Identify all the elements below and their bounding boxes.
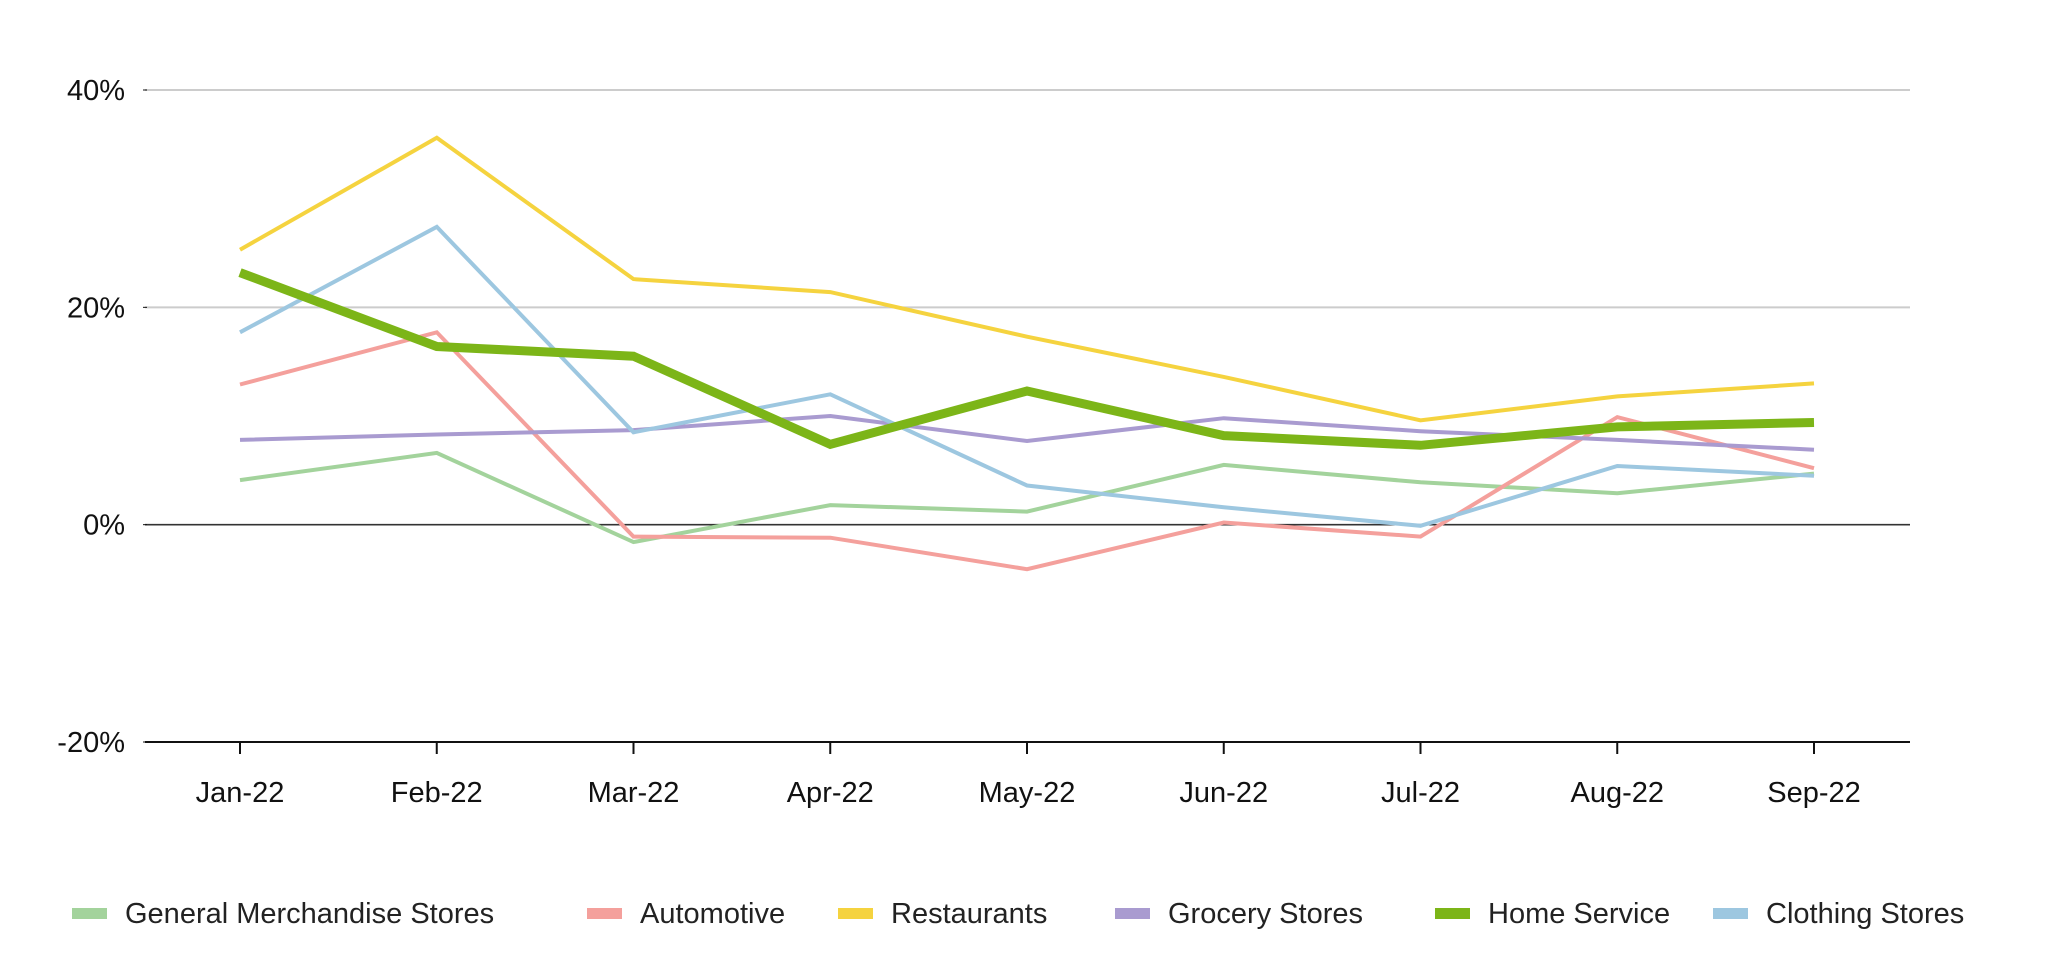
series-line-home-service bbox=[238, 268, 1815, 450]
series-line-general-merchandise-stores bbox=[239, 450, 1815, 545]
legend-swatch bbox=[1115, 908, 1150, 919]
x-tick-label: Jan-22 bbox=[196, 777, 285, 809]
x-tick-label: Jul-22 bbox=[1381, 777, 1460, 809]
legend-label: Home Service bbox=[1488, 898, 1670, 930]
legend-item-restaurants: Restaurants bbox=[838, 898, 1047, 930]
y-tick-label: -20% bbox=[57, 727, 125, 759]
x-tick-label: Sep-22 bbox=[1767, 777, 1861, 809]
x-tick-label: May-22 bbox=[979, 777, 1076, 809]
legend-item-automotive: Automotive bbox=[587, 898, 785, 930]
legend: General Merchandise Stores Automotive Rest… bbox=[72, 898, 1964, 930]
x-tick-label: Mar-22 bbox=[588, 777, 680, 809]
series-line-clothing-stores bbox=[239, 224, 1815, 528]
x-tick-labels: Jan-22 Feb-22 Mar-22 Apr-22 May-22 Jun-22 Jul-… bbox=[196, 777, 1861, 809]
legend-label: Restaurants bbox=[891, 898, 1047, 930]
legend-item-grocery-stores: Grocery Stores bbox=[1115, 898, 1363, 930]
x-tick-label: Jun-22 bbox=[1179, 777, 1268, 809]
series-line-restaurants bbox=[239, 135, 1815, 423]
grid-lines bbox=[145, 89, 1910, 309]
y-tick-label: 20% bbox=[67, 292, 125, 324]
legend-item-clothing-stores: Clothing Stores bbox=[1713, 898, 1964, 930]
legend-label: Grocery Stores bbox=[1168, 898, 1363, 930]
x-tick-label: Aug-22 bbox=[1570, 777, 1664, 809]
legend-label: Automotive bbox=[640, 898, 785, 930]
legend-item-home-service: Home Service bbox=[1435, 898, 1670, 930]
series-line-automotive bbox=[239, 330, 1815, 572]
y-tick-label: 40% bbox=[67, 75, 125, 107]
axes bbox=[143, 89, 1910, 754]
series-lines bbox=[238, 135, 1815, 572]
legend-label: General Merchandise Stores bbox=[125, 898, 494, 930]
legend-swatch bbox=[1713, 908, 1748, 919]
legend-swatch bbox=[72, 908, 107, 919]
y-tick-labels: -20% 0% 20% 40% bbox=[57, 75, 125, 759]
x-tick-label: Feb-22 bbox=[391, 777, 483, 809]
x-tick-label: Apr-22 bbox=[787, 777, 874, 809]
y-tick-label: 0% bbox=[83, 510, 125, 542]
legend-swatch bbox=[587, 908, 622, 919]
legend-label: Clothing Stores bbox=[1766, 898, 1964, 930]
legend-swatch bbox=[838, 908, 873, 919]
legend-swatch bbox=[1435, 908, 1470, 919]
legend-item-general-merchandise-stores: General Merchandise Stores bbox=[72, 898, 494, 930]
